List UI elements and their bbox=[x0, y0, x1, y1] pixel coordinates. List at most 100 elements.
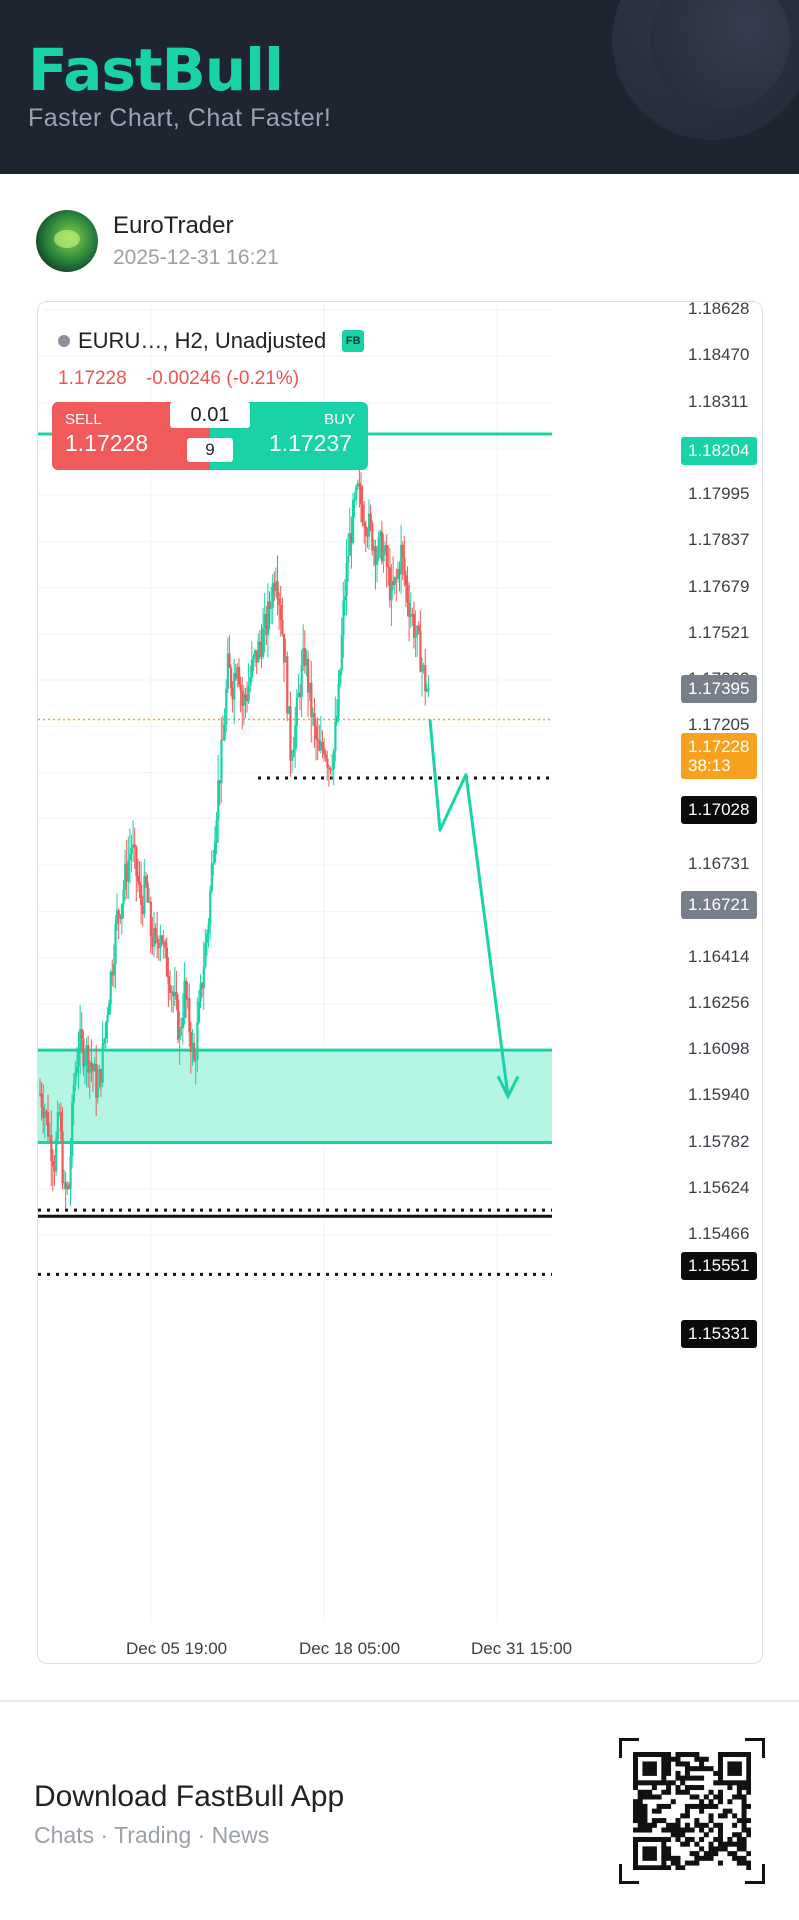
candle-body bbox=[355, 486, 358, 500]
qr-module bbox=[732, 1822, 738, 1828]
qr-module bbox=[736, 1785, 742, 1791]
qr-module bbox=[651, 1770, 657, 1776]
candle-body bbox=[149, 901, 152, 937]
avatar[interactable] bbox=[36, 210, 98, 272]
candle-body bbox=[369, 513, 372, 524]
candle-body bbox=[164, 941, 167, 948]
qr-module bbox=[717, 1822, 723, 1828]
candle-body bbox=[90, 1062, 93, 1067]
qr-module bbox=[736, 1766, 742, 1772]
qr-module bbox=[708, 1803, 714, 1809]
candle-body bbox=[302, 647, 305, 666]
candle-body bbox=[350, 533, 353, 543]
qr-module bbox=[637, 1827, 643, 1833]
app-header: FastBull Faster Chart, Chat Faster! bbox=[0, 0, 799, 174]
candle-body bbox=[331, 769, 334, 771]
qr-module bbox=[637, 1780, 643, 1786]
qr-code-icon[interactable] bbox=[619, 1738, 765, 1884]
candle-body bbox=[221, 739, 225, 741]
price-tag-low-1: 1.15551 bbox=[681, 1252, 757, 1280]
candle-body bbox=[266, 601, 270, 635]
qr-module bbox=[722, 1846, 728, 1852]
qr-module bbox=[727, 1836, 733, 1842]
qr-module bbox=[656, 1865, 662, 1870]
qr-module bbox=[689, 1785, 695, 1791]
candle-body bbox=[138, 881, 141, 885]
chart-card[interactable]: EURU… , H2, Unadjusted FB 1.17228 -0.002… bbox=[37, 301, 763, 1664]
candle-body bbox=[347, 555, 350, 563]
qr-module bbox=[741, 1808, 747, 1814]
qr-module bbox=[680, 1865, 686, 1870]
qr-module bbox=[651, 1780, 657, 1786]
candle-body bbox=[409, 614, 412, 617]
price-chart[interactable] bbox=[38, 302, 763, 1664]
candle-body bbox=[318, 740, 321, 751]
brand-logo[interactable]: FastBull bbox=[28, 36, 284, 104]
qr-module bbox=[708, 1855, 714, 1861]
qr-module bbox=[746, 1865, 751, 1870]
qr-module bbox=[741, 1752, 747, 1758]
qr-module bbox=[633, 1860, 639, 1866]
candle-body bbox=[103, 1038, 106, 1044]
qr-module bbox=[708, 1789, 714, 1795]
username[interactable]: EuroTrader bbox=[113, 212, 234, 239]
qr-module bbox=[699, 1785, 705, 1791]
candle-body bbox=[74, 1072, 77, 1085]
candle-body bbox=[212, 862, 215, 864]
qr-module bbox=[703, 1822, 709, 1828]
qr-module bbox=[732, 1752, 738, 1758]
qr-module bbox=[651, 1761, 657, 1767]
candle-body bbox=[160, 935, 164, 945]
y-tick-label: 1.15466 bbox=[688, 1223, 750, 1243]
qr-module bbox=[717, 1756, 723, 1762]
qr-module bbox=[642, 1827, 648, 1833]
symbol-name[interactable]: EURU… bbox=[78, 328, 163, 353]
candle-body bbox=[229, 667, 233, 688]
candle-body bbox=[398, 569, 401, 575]
qr-module bbox=[633, 1752, 639, 1758]
qr-module bbox=[670, 1860, 676, 1866]
qr-module bbox=[694, 1766, 700, 1772]
qr-module bbox=[666, 1865, 672, 1870]
qr-module bbox=[703, 1832, 709, 1838]
qr-module bbox=[661, 1803, 667, 1809]
candle-body bbox=[265, 613, 268, 635]
candle-body bbox=[114, 924, 117, 965]
qr-module bbox=[746, 1827, 751, 1833]
qr-module bbox=[741, 1846, 747, 1852]
candle-body bbox=[218, 780, 221, 784]
qr-module bbox=[694, 1841, 700, 1847]
qr-module bbox=[680, 1780, 686, 1786]
candle-body bbox=[393, 577, 396, 585]
candle-body bbox=[183, 980, 186, 1018]
qr-module bbox=[722, 1780, 728, 1786]
qr-module bbox=[647, 1846, 653, 1852]
qr-module bbox=[680, 1752, 686, 1758]
download-app-title[interactable]: Download FastBull App bbox=[34, 1780, 345, 1813]
candle-body bbox=[45, 1111, 48, 1113]
candle-body bbox=[238, 667, 241, 685]
candle-body bbox=[353, 499, 356, 501]
qr-module bbox=[717, 1827, 723, 1833]
qr-module bbox=[633, 1785, 639, 1791]
qr-module bbox=[666, 1851, 672, 1857]
qr-module bbox=[680, 1775, 686, 1781]
qr-module bbox=[642, 1761, 648, 1767]
qr-module bbox=[732, 1780, 738, 1786]
post-author[interactable]: EuroTrader 2025-12-31 16:21 bbox=[36, 208, 736, 278]
candle-body bbox=[120, 904, 124, 919]
candle-body bbox=[395, 577, 398, 579]
candle-body bbox=[404, 575, 408, 585]
qr-module bbox=[717, 1799, 723, 1805]
candle-body bbox=[116, 910, 119, 925]
qr-module bbox=[713, 1822, 719, 1828]
qr-module bbox=[666, 1789, 672, 1795]
qr-module bbox=[717, 1789, 723, 1795]
buy-price: 1.17237 bbox=[268, 430, 352, 456]
qr-module bbox=[727, 1785, 733, 1791]
qr-module bbox=[694, 1775, 700, 1781]
qr-module bbox=[637, 1865, 643, 1870]
candle-body bbox=[159, 935, 162, 949]
lot-size-input[interactable]: 0.01 bbox=[170, 402, 250, 428]
candle-body bbox=[281, 619, 284, 634]
